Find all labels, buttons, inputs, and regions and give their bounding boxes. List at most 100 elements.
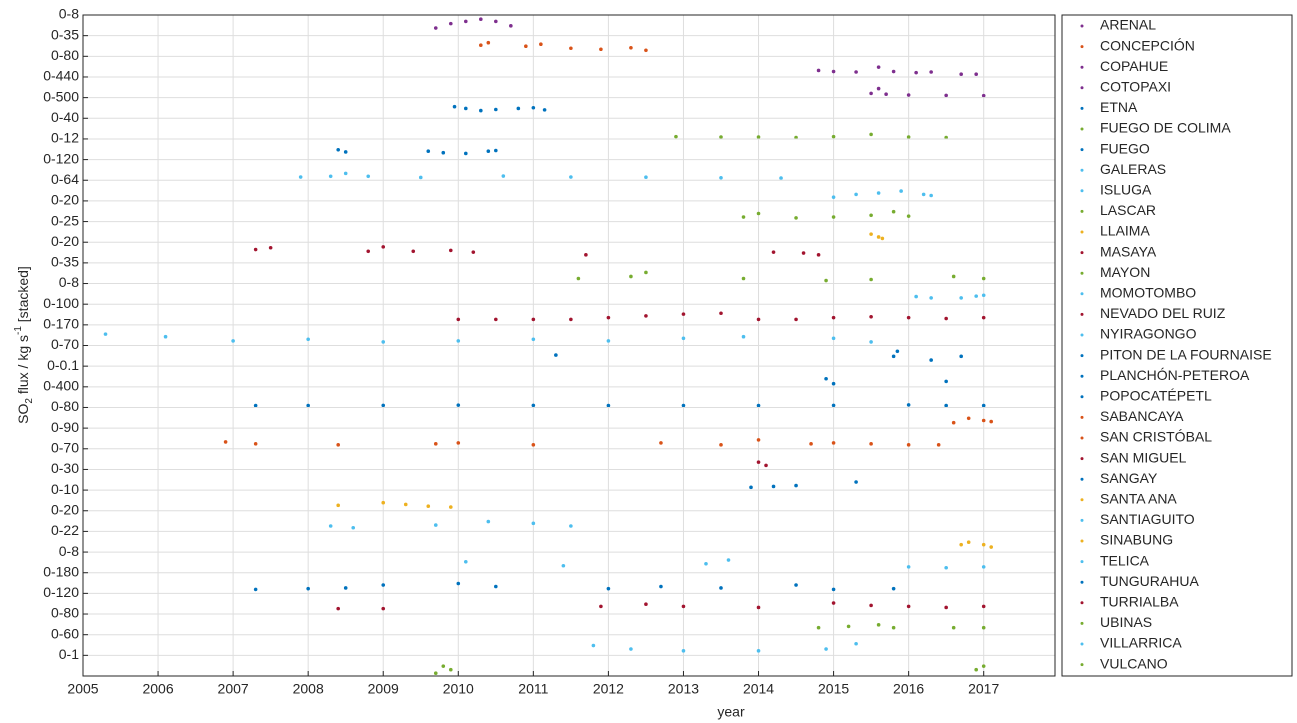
legend-label: COTOPAXI — [1100, 79, 1171, 95]
data-point — [441, 150, 446, 155]
data-point — [584, 253, 588, 257]
data-point — [989, 419, 994, 424]
data-point — [298, 175, 303, 179]
legend-label: UBINAS — [1100, 614, 1152, 630]
data-point — [756, 317, 761, 322]
legend-marker — [1080, 374, 1084, 378]
data-point — [869, 132, 873, 137]
legend-marker — [1080, 106, 1084, 110]
y-tick-label: 0-80 — [51, 398, 79, 414]
data-point — [929, 296, 933, 300]
data-point — [869, 442, 873, 446]
data-point — [876, 86, 881, 91]
y-tick-label: 0-440 — [43, 68, 79, 84]
y-tick-label: 0-70 — [51, 439, 79, 455]
y-tick-label: 0-25 — [51, 212, 79, 228]
legend-label: LASCAR — [1100, 202, 1156, 218]
data-point — [831, 441, 836, 445]
data-point — [959, 542, 963, 547]
legend-marker — [1080, 189, 1084, 193]
legend — [1061, 14, 1293, 677]
data-point — [929, 358, 933, 362]
data-point — [336, 147, 340, 152]
data-point — [599, 604, 603, 609]
legend-label: SAN CRISTÓBAL — [1100, 429, 1212, 445]
y-tick-label: 0-1 — [59, 646, 79, 662]
data-point — [599, 47, 603, 52]
data-point — [899, 189, 903, 193]
y-tick-label: 0-10 — [51, 481, 79, 497]
data-point — [756, 649, 761, 653]
data-point — [966, 540, 971, 545]
data-point — [606, 315, 611, 320]
legend-marker — [1080, 621, 1084, 625]
data-point — [876, 623, 881, 627]
data-point — [448, 667, 453, 672]
data-point — [854, 192, 858, 197]
data-point — [456, 317, 461, 322]
legend-label: LLAIMA — [1100, 223, 1150, 239]
data-point — [103, 332, 108, 336]
x-tick-label: 2011 — [518, 681, 548, 697]
data-point — [749, 485, 753, 490]
data-point — [494, 148, 498, 153]
data-point — [914, 294, 918, 299]
data-point — [463, 151, 468, 156]
data-point — [869, 213, 873, 218]
data-point — [328, 174, 333, 179]
data-point — [756, 135, 761, 139]
data-point — [944, 93, 948, 98]
data-point — [644, 48, 648, 53]
data-point — [779, 176, 783, 180]
data-point — [448, 505, 453, 509]
data-point — [906, 315, 911, 320]
legend-label: NYIRAGONGO — [1100, 326, 1197, 342]
data-point — [921, 192, 926, 197]
data-point — [981, 625, 986, 630]
data-point — [569, 175, 573, 179]
y-label-part: -1 — [13, 326, 24, 335]
data-point — [426, 504, 431, 509]
data-point — [644, 314, 648, 318]
data-point — [726, 558, 731, 562]
data-point — [343, 586, 348, 590]
data-point — [644, 270, 648, 275]
data-point — [336, 443, 340, 447]
legend-label: POPOCATÉPETL — [1100, 388, 1212, 404]
legend-label: SABANCAYA — [1100, 408, 1184, 424]
legend-label: COPAHUE — [1100, 58, 1168, 74]
data-point — [944, 565, 948, 570]
data-point — [831, 336, 836, 341]
plot-area — [82, 14, 1056, 677]
y-tick-label: 0-60 — [51, 625, 79, 641]
legend-marker — [1080, 663, 1084, 667]
data-point — [569, 524, 573, 528]
data-point — [981, 565, 986, 569]
y-tick-label: 0-30 — [51, 460, 79, 476]
legend-label: FUEGO — [1100, 140, 1150, 156]
x-tick-label: 2009 — [368, 681, 399, 697]
data-point — [794, 583, 798, 587]
data-point — [606, 403, 611, 408]
data-point — [891, 69, 896, 74]
legend-marker — [1080, 477, 1084, 481]
data-point — [794, 317, 798, 322]
data-point — [906, 565, 911, 569]
data-point — [223, 440, 228, 444]
data-point — [448, 248, 453, 253]
data-point — [854, 70, 858, 74]
y-tick-label: 0-100 — [43, 295, 79, 311]
data-point — [509, 24, 513, 28]
data-point — [981, 403, 986, 408]
data-point — [974, 72, 978, 77]
data-point — [869, 340, 873, 344]
data-point — [531, 317, 536, 322]
y-tick-label: 0-12 — [51, 130, 79, 146]
data-point — [891, 586, 896, 591]
data-point — [336, 503, 340, 508]
data-point — [809, 442, 813, 446]
legend-label: SANTA ANA — [1100, 491, 1177, 507]
x-tick-label: 2005 — [67, 681, 98, 697]
data-point — [539, 42, 543, 47]
data-point — [231, 339, 235, 343]
